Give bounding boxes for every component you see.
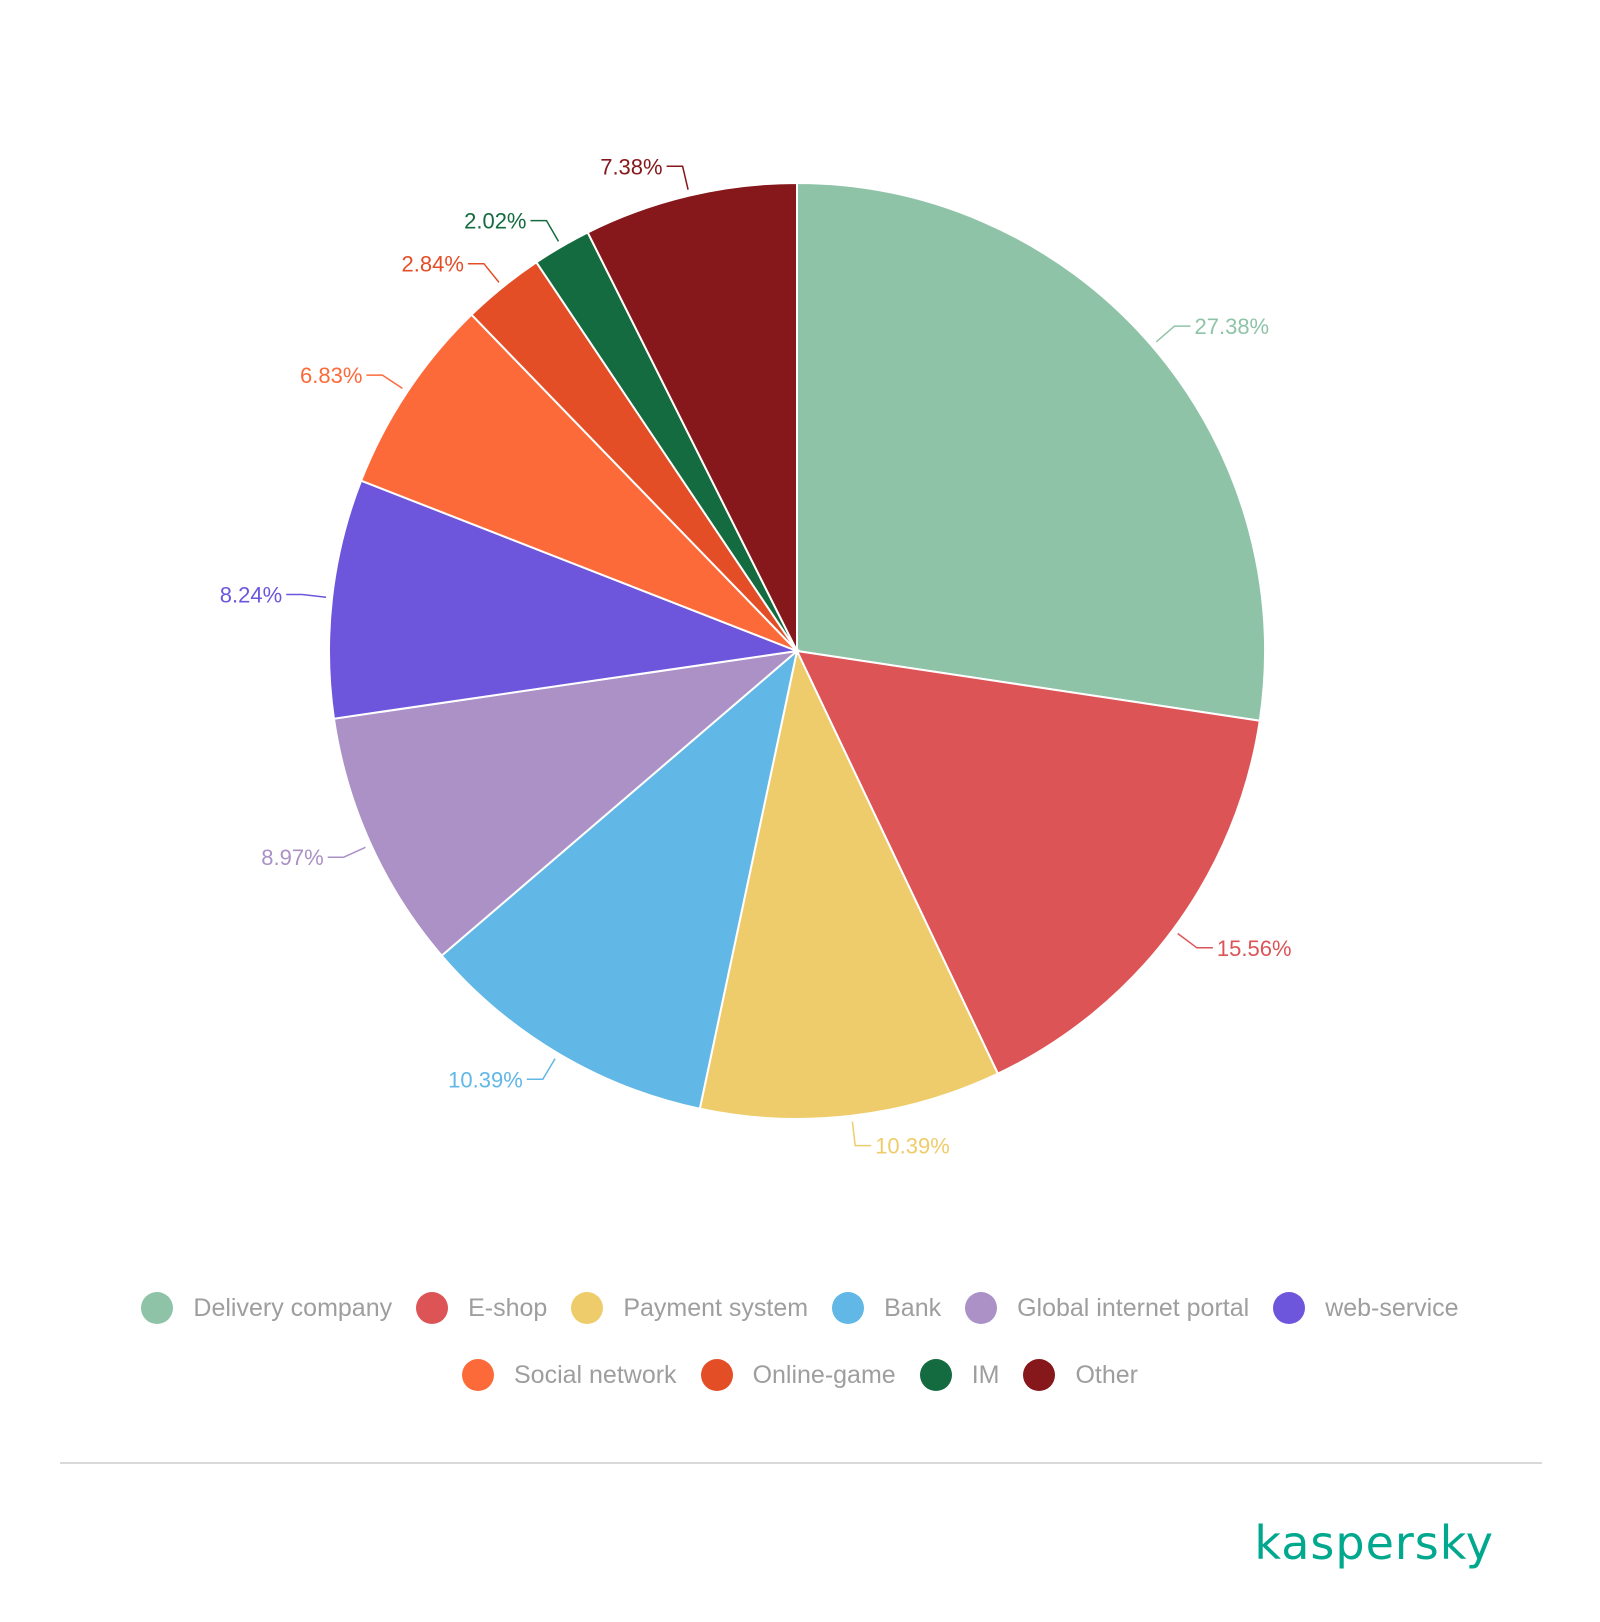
legend-item-im[interactable]: IM bbox=[919, 1355, 1000, 1395]
legend-label: Other bbox=[1075, 1360, 1139, 1389]
pie-slice-web-service[interactable] bbox=[328, 479, 801, 720]
data-label-im: 2.02% bbox=[464, 209, 526, 234]
leader-line-social-network bbox=[366, 374, 403, 390]
legend-item-other[interactable]: Other bbox=[1023, 1355, 1138, 1395]
legend-label: web-service bbox=[1325, 1293, 1459, 1322]
legend-item-web-service[interactable]: web-service bbox=[1273, 1288, 1459, 1328]
legend-item-delivery-company[interactable]: Delivery company bbox=[141, 1288, 392, 1328]
legend-item-global-internet-portal[interactable]: Global internet portal bbox=[965, 1288, 1249, 1328]
data-label-online-game: 2.84% bbox=[402, 252, 464, 277]
legend-swatch bbox=[832, 1292, 865, 1324]
data-label-web-service: 8.24% bbox=[220, 583, 282, 608]
legend-label: Global internet portal bbox=[1017, 1293, 1250, 1322]
legend-label: Bank bbox=[884, 1293, 942, 1322]
data-label-social-network: 6.83% bbox=[300, 363, 362, 388]
pie-slice-global-internet-portal[interactable] bbox=[332, 649, 801, 958]
data-label-e-shop: 15.56% bbox=[1217, 936, 1292, 961]
legend-swatch bbox=[965, 1292, 998, 1324]
leader-line-e-shop bbox=[1177, 932, 1213, 949]
legend-label: Social network bbox=[513, 1360, 677, 1389]
legend-label: IM bbox=[971, 1360, 1000, 1389]
data-label-payment-system: 10.39% bbox=[875, 1134, 950, 1159]
legend-item-payment-system[interactable]: Payment system bbox=[571, 1288, 808, 1328]
legend-label: Payment system bbox=[623, 1293, 809, 1322]
leader-line-global-internet-portal bbox=[327, 846, 366, 858]
pie-slice-delivery-company[interactable] bbox=[796, 181, 1266, 722]
legend-row-2: Social network Online-game IM Other bbox=[60, 1355, 1540, 1395]
legend-item-social-network[interactable]: Social network bbox=[461, 1355, 677, 1395]
leader-line-delivery-company bbox=[1155, 325, 1191, 343]
legend-item-bank[interactable]: Bank bbox=[832, 1288, 941, 1328]
legend-swatch bbox=[1023, 1359, 1056, 1391]
legend-row-1: Delivery company E-shop Payment system B… bbox=[60, 1288, 1540, 1328]
data-label-bank: 10.39% bbox=[448, 1067, 523, 1092]
data-label-delivery-company: 27.38% bbox=[1195, 314, 1270, 339]
leader-line-web-service bbox=[286, 593, 327, 598]
pie-slice-social-network[interactable] bbox=[359, 313, 798, 652]
leader-line-online-game bbox=[467, 262, 500, 283]
data-label-global-internet-portal: 8.97% bbox=[261, 845, 323, 870]
legend-swatch bbox=[141, 1292, 174, 1324]
leader-line-payment-system bbox=[851, 1121, 872, 1147]
footer-divider bbox=[60, 1462, 1542, 1464]
legend-swatch bbox=[1273, 1292, 1306, 1324]
legend-swatch bbox=[700, 1359, 733, 1391]
legend-item-online-game[interactable]: Online-game bbox=[700, 1355, 896, 1395]
leader-line-other bbox=[666, 165, 689, 190]
legend-label: Online-game bbox=[752, 1360, 896, 1389]
legend-item-e-shop[interactable]: E-shop bbox=[416, 1288, 547, 1328]
pie-slice-bank[interactable] bbox=[440, 648, 799, 1110]
pie-slice-payment-system[interactable] bbox=[698, 647, 1000, 1120]
legend-swatch bbox=[571, 1292, 604, 1324]
leader-line-bank bbox=[526, 1058, 556, 1081]
data-label-other: 7.38% bbox=[600, 154, 662, 179]
legend-swatch bbox=[416, 1292, 449, 1324]
legend-swatch bbox=[919, 1359, 952, 1391]
legend-swatch bbox=[461, 1359, 494, 1391]
leader-line-im bbox=[530, 219, 560, 242]
legend-label: E-shop bbox=[468, 1293, 548, 1322]
pie-slice-other[interactable] bbox=[586, 181, 798, 652]
legend-label: Delivery company bbox=[193, 1293, 393, 1322]
pie-slice-e-shop[interactable] bbox=[795, 649, 1261, 1076]
kaspersky-logo: kaspersky bbox=[1254, 1516, 1494, 1570]
